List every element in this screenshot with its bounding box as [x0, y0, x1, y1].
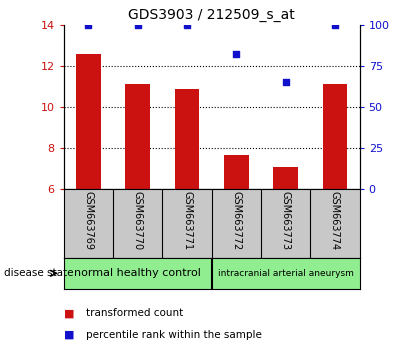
Point: [85, 22, 92, 28]
Bar: [175, 88, 199, 189]
Text: intracranial arterial aneurysm: intracranial arterial aneurysm: [218, 269, 353, 278]
Text: GSM663774: GSM663774: [330, 191, 340, 250]
Bar: [224, 155, 249, 189]
Text: ■: ■: [64, 308, 74, 318]
Text: GSM663769: GSM663769: [83, 191, 93, 250]
Text: GSM663770: GSM663770: [133, 191, 143, 250]
Text: percentile rank within the sample: percentile rank within the sample: [86, 330, 262, 339]
Text: normal healthy control: normal healthy control: [74, 268, 201, 279]
Bar: [273, 167, 298, 189]
Title: GDS3903 / 212509_s_at: GDS3903 / 212509_s_at: [128, 8, 295, 22]
Text: transformed count: transformed count: [86, 308, 184, 318]
Bar: [64, 258, 212, 289]
Point: [184, 22, 190, 28]
Point: [134, 22, 141, 28]
Text: disease state: disease state: [4, 268, 74, 278]
Text: ■: ■: [64, 330, 74, 339]
Text: GSM663771: GSM663771: [182, 191, 192, 250]
Text: GSM663773: GSM663773: [281, 191, 291, 250]
Bar: [323, 85, 347, 189]
Point: [332, 22, 338, 28]
Point: [233, 52, 240, 57]
Text: GSM663772: GSM663772: [231, 191, 241, 250]
Point: [282, 80, 289, 85]
Bar: [76, 53, 101, 189]
Bar: [125, 85, 150, 189]
Bar: [212, 258, 360, 289]
